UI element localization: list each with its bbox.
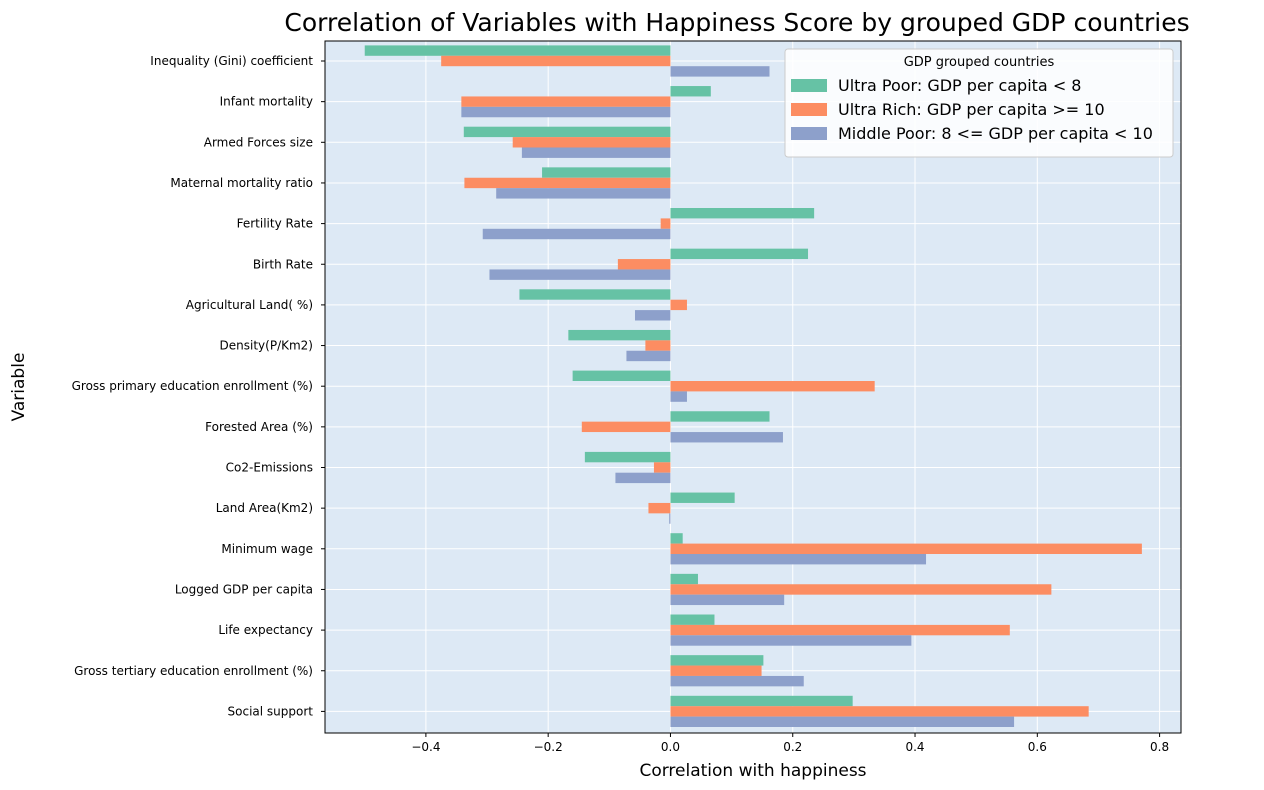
bar <box>670 655 764 666</box>
bar <box>521 147 671 158</box>
bar <box>670 432 783 443</box>
x-tick-label: 0.4 <box>905 740 924 754</box>
bar <box>482 228 671 240</box>
bar <box>670 695 853 707</box>
x-axis-label: Correlation with happiness <box>639 761 866 781</box>
bar <box>489 269 671 280</box>
chart-title: Correlation of Variables with Happiness … <box>284 8 1189 37</box>
bar <box>670 573 698 585</box>
y-tick-label: Co2-Emissions <box>226 461 313 475</box>
legend-entry: Ultra Poor: GDP per capita < 8 <box>838 76 1081 95</box>
bar <box>364 45 671 56</box>
y-tick-label: Minimum wage <box>221 542 313 556</box>
x-axis: −0.4 −0.2 0.0 0.2 0.4 0.6 0.8 <box>411 733 1169 754</box>
bar <box>670 208 815 219</box>
y-tick-label: Forested Area (%) <box>205 420 313 434</box>
bar <box>615 472 671 484</box>
y-tick-label: Maternal mortality ratio <box>170 176 313 190</box>
y-tick-label: Armed Forces size <box>204 135 313 149</box>
bar <box>670 299 687 311</box>
bar <box>670 492 735 503</box>
legend-title: GDP grouped countries <box>904 55 1055 70</box>
bar <box>670 66 770 77</box>
bar <box>670 381 875 392</box>
x-tick-label: −0.2 <box>534 740 563 754</box>
bar <box>461 106 671 118</box>
bar <box>670 675 804 687</box>
y-tick-label: Social support <box>228 704 314 718</box>
bar <box>670 614 715 625</box>
bar <box>464 177 671 189</box>
x-tick-label: 0.0 <box>661 740 680 754</box>
y-tick-label: Life expectancy <box>218 623 313 637</box>
bar <box>572 370 671 381</box>
y-tick-label: Land Area(Km2) <box>216 501 313 515</box>
legend-swatch <box>791 79 827 92</box>
bar <box>568 329 671 341</box>
bar <box>461 96 671 107</box>
y-tick-label: Gross primary education enrollment (%) <box>72 379 313 393</box>
bar <box>669 513 671 524</box>
legend-box <box>784 48 1174 158</box>
x-tick-label: 0.2 <box>783 740 802 754</box>
bar <box>670 665 762 676</box>
y-tick-label: Inequality (Gini) coefficient <box>150 54 313 68</box>
x-tick-label: 0.8 <box>1150 740 1169 754</box>
bar <box>441 55 671 67</box>
bar <box>670 594 785 606</box>
bar <box>670 584 1052 595</box>
bar <box>670 391 687 402</box>
bar <box>648 502 671 514</box>
legend-swatch <box>791 127 827 140</box>
bar <box>581 421 671 433</box>
x-tick-label: −0.4 <box>411 740 440 754</box>
bar <box>542 167 671 178</box>
legend-entry: Ultra Rich: GDP per capita >= 10 <box>838 100 1105 119</box>
bar <box>670 635 912 646</box>
bar <box>617 259 671 270</box>
bar <box>670 716 1015 727</box>
bar <box>634 310 671 321</box>
y-tick-label: Logged GDP per capita <box>175 582 313 596</box>
bar <box>670 706 1089 717</box>
legend: GDP grouped countries Ultra Poor: GDP pe… <box>784 48 1174 158</box>
bar <box>670 248 809 260</box>
bar <box>670 543 1142 554</box>
legend-entry: Middle Poor: 8 <= GDP per capita < 10 <box>838 124 1153 143</box>
y-tick-label: Birth Rate <box>253 257 313 271</box>
plot-frame <box>324 40 1182 734</box>
bar <box>670 86 711 97</box>
y-tick-label: Fertility Rate <box>237 217 313 231</box>
bar <box>512 137 671 148</box>
y-tick-label: Density(P/Km2) <box>220 339 313 353</box>
bar <box>670 533 683 544</box>
y-axis: Inequality (Gini) coefficient Infant mort… <box>72 54 325 718</box>
bar <box>653 462 671 473</box>
y-tick-label: Infant mortality <box>220 95 313 109</box>
bar <box>660 218 671 229</box>
x-tick-label: 0.6 <box>1028 740 1047 754</box>
y-tick-label: Gross tertiary education enrollment (%) <box>74 664 313 678</box>
bar <box>670 411 770 422</box>
legend-swatch <box>791 103 827 116</box>
bar <box>463 126 671 138</box>
bar <box>626 350 671 362</box>
bar <box>670 554 927 565</box>
bar <box>519 289 671 300</box>
bar <box>496 188 671 199</box>
bar <box>584 451 671 463</box>
bars <box>364 45 1142 727</box>
bar <box>670 624 1010 636</box>
bar <box>645 340 671 351</box>
y-tick-label: Agricultural Land( %) <box>186 298 313 312</box>
y-axis-label: Variable <box>9 353 29 422</box>
